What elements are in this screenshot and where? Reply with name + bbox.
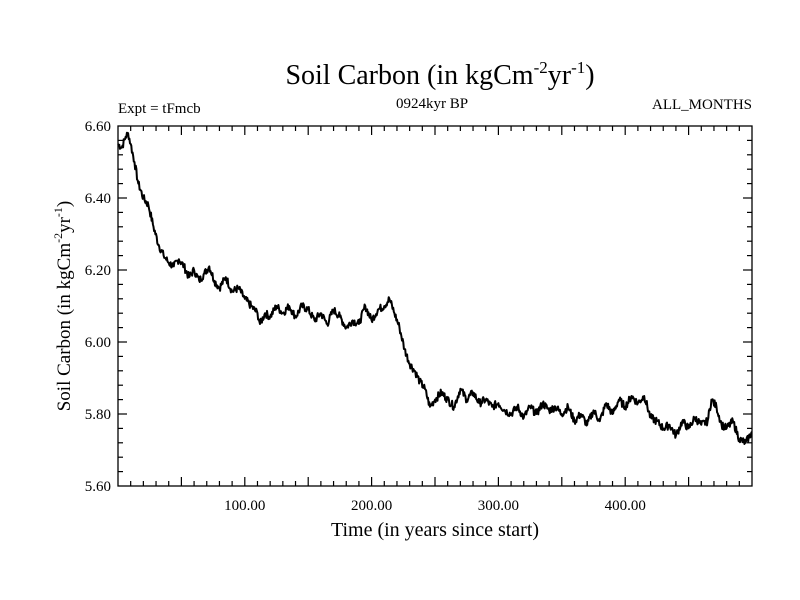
y-tick-label: 6.20 [85, 263, 111, 279]
series-line-soil-carbon [117, 131, 753, 445]
x-axis-label: Time (in years since start) [331, 519, 539, 541]
title-sup-1: -2 [534, 58, 548, 77]
x-tick-label: 300.00 [478, 498, 519, 514]
ylabel-sup-2: -1 [51, 207, 65, 217]
x-tick-label: 100.00 [224, 498, 265, 514]
axis-tick-labels: 100.00 200.00 300.00 400.00 5.60 5.80 6.00 6.20… [85, 119, 646, 514]
y-tick-label: 6.00 [85, 335, 111, 351]
title-end: ) [585, 60, 594, 91]
ylabel-sup-1: -2 [51, 233, 65, 243]
plot-frame [117, 125, 753, 487]
chart-title: Soil Carbon (in kgCm-2yr-1) [285, 58, 594, 91]
y-axis-label: Soil Carbon (in kgCm-2yr-1) [51, 201, 75, 412]
ylabel-end: ) [54, 201, 75, 207]
subtitle-expt: Expt = tFmcb [118, 101, 201, 117]
x-tick-label: 200.00 [351, 498, 392, 514]
title-main: Soil Carbon (in kgCm [285, 60, 533, 91]
ylabel-mid: yr [54, 216, 75, 233]
subtitle-period: 0924kyr BP [396, 96, 468, 112]
title-sup-2: -1 [571, 58, 585, 77]
title-mid: yr [548, 60, 572, 91]
subtitle-months: ALL_MONTHS [652, 97, 752, 113]
y-tick-label: 6.60 [85, 119, 111, 135]
y-tick-label: 5.60 [85, 479, 111, 495]
y-tick-label: 5.80 [85, 407, 111, 423]
x-tick-label: 400.00 [605, 498, 646, 514]
axis-ticks [118, 126, 752, 486]
y-tick-label: 6.40 [85, 191, 111, 207]
ylabel-main: Soil Carbon (in kgCm [54, 243, 75, 412]
